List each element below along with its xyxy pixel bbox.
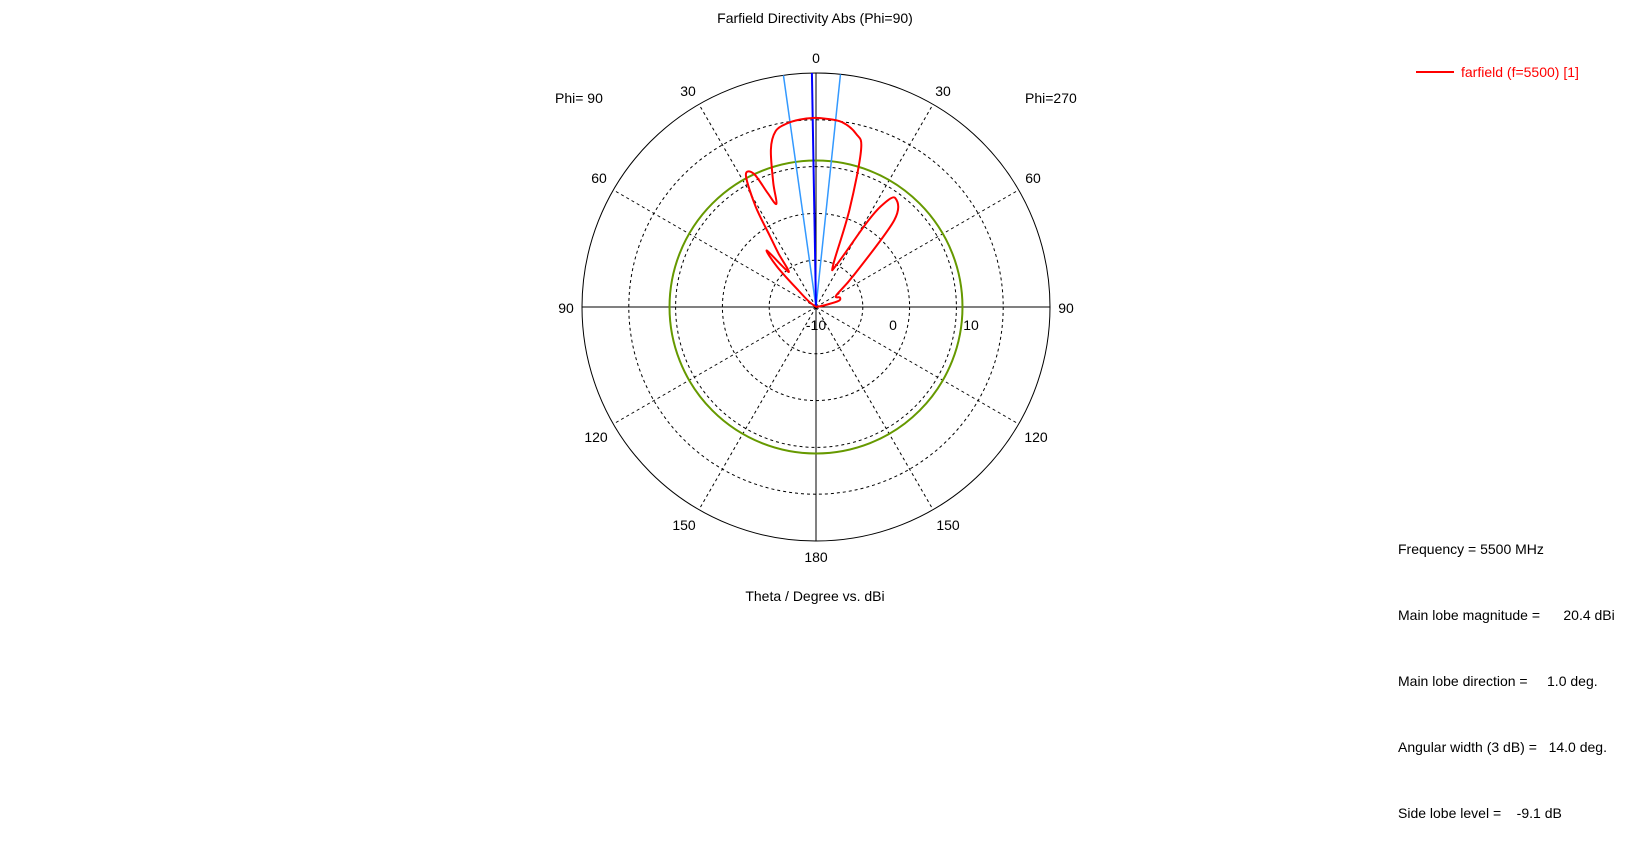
- angle-label-left-30: 30: [680, 83, 696, 99]
- main-lobe-direction-line: [810, 73, 817, 308]
- angle-label-left-90: 90: [558, 300, 574, 316]
- angle-label-left-150: 150: [672, 517, 696, 533]
- grid-spoke: [815, 306, 1019, 425]
- radial-tick-label: 10: [963, 317, 979, 333]
- grid-spoke: [698, 104, 817, 308]
- angle-label-right-60: 60: [1025, 170, 1041, 186]
- grid-spoke: [613, 306, 817, 425]
- results-panel: Frequency = 5500 MHz Main lobe magnitude…: [1398, 494, 1615, 846]
- radial-tick-label: 0: [889, 317, 897, 333]
- axis-label: Theta / Degree vs. dBi: [745, 588, 884, 604]
- angle-label-right-150: 150: [936, 517, 960, 533]
- beamwidth-line: [782, 75, 817, 308]
- grid-spoke: [815, 104, 934, 308]
- angle-label-right-30: 30: [935, 83, 951, 99]
- legend-swatch: [1416, 71, 1454, 73]
- chart-title: Farfield Directivity Abs (Phi=90): [717, 10, 913, 26]
- angle-label-180: 180: [804, 549, 828, 565]
- main-lobe-direction-text: Main lobe direction = 1.0 deg.: [1398, 673, 1598, 689]
- chart-marks: [668, 73, 964, 455]
- side-lobe-level-text: Side lobe level = -9.1 dB: [1398, 805, 1562, 821]
- grid-spoke: [613, 189, 817, 308]
- angle-label-left-120: 120: [584, 429, 608, 445]
- polar-chart: Farfield Directivity Abs (Phi=90) 0 30 3…: [555, 10, 1077, 604]
- phi-right-label: Phi=270: [1025, 90, 1077, 106]
- angular-width-text: Angular width (3 dB) = 14.0 deg.: [1398, 739, 1607, 755]
- angle-label-right-90: 90: [1058, 300, 1074, 316]
- legend-label: farfield (f=5500) [1]: [1461, 64, 1579, 80]
- angle-label-0: 0: [812, 50, 820, 66]
- main-lobe-magnitude-text: Main lobe magnitude = 20.4 dBi: [1398, 607, 1615, 623]
- grid-spoke: [815, 189, 1019, 308]
- radial-tick-label: -10: [806, 317, 826, 333]
- side-lobe-level-circle: [668, 159, 964, 455]
- series-farfield-line: [744, 116, 900, 308]
- angle-label-right-120: 120: [1024, 429, 1048, 445]
- grid-spoke: [815, 306, 934, 510]
- chart-legend: farfield (f=5500) [1]: [1416, 64, 1579, 80]
- beamwidth-line: [815, 74, 842, 308]
- grid-spoke: [698, 306, 817, 510]
- angle-label-left-60: 60: [591, 170, 607, 186]
- phi-left-label: Phi= 90: [555, 90, 603, 106]
- frequency-text: Frequency = 5500 MHz: [1398, 541, 1544, 557]
